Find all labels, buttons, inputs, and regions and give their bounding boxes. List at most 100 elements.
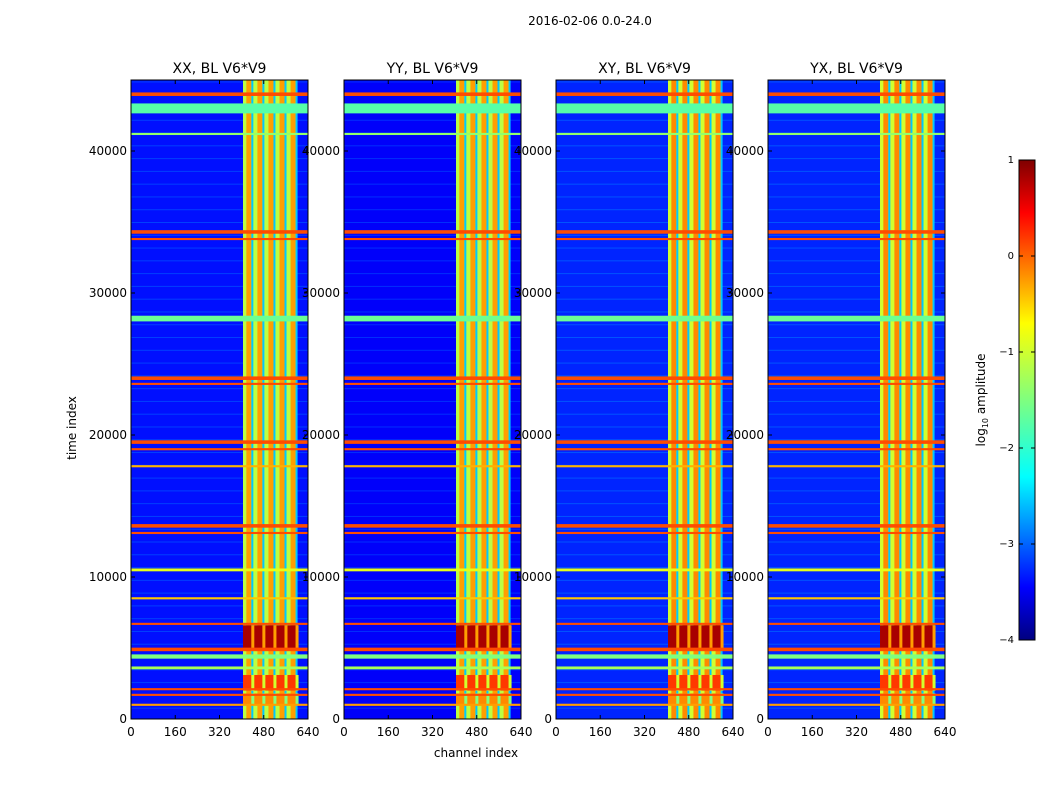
signal-channel-gap xyxy=(295,80,298,719)
signal-channel-stripe xyxy=(693,80,699,719)
flagged-time-row xyxy=(131,132,308,136)
noise-stripe xyxy=(556,170,733,172)
flagged-time-row xyxy=(131,237,308,241)
y-tick-label: 10000 xyxy=(89,570,127,584)
flagged-time-row xyxy=(768,597,945,600)
signal-channel-gap xyxy=(486,80,489,719)
signal-channel-gap xyxy=(698,80,701,719)
x-tick-label: 480 xyxy=(677,725,700,739)
rfi-band xyxy=(243,674,297,691)
colorbar-tick-label: 1 xyxy=(1008,155,1014,166)
noise-stripe xyxy=(768,222,945,223)
noise-stripe xyxy=(768,349,945,351)
rfi-band-gap xyxy=(698,693,702,705)
flagged-time-row xyxy=(556,448,733,451)
rfi-band-gap xyxy=(921,625,925,648)
noise-stripe xyxy=(768,196,945,198)
flagged-time-row xyxy=(131,666,308,670)
y-tick-label: 10000 xyxy=(726,570,764,584)
noise-stripe xyxy=(131,579,308,581)
rfi-band-gap xyxy=(687,693,691,705)
noise-stripe xyxy=(768,630,945,632)
rfi-band-gap xyxy=(888,693,892,705)
flagged-time-row xyxy=(344,465,521,468)
flagged-time-row xyxy=(344,382,521,385)
flagged-time-row xyxy=(344,448,521,451)
noise-stripe xyxy=(768,400,945,402)
noise-stripe xyxy=(131,426,308,428)
y-tick-label: 0 xyxy=(119,712,127,726)
noise-stripe xyxy=(556,605,733,607)
x-tick-label: 640 xyxy=(722,725,745,739)
flagged-time-row xyxy=(344,132,521,136)
flagged-time-row xyxy=(556,597,733,600)
noise-stripe xyxy=(556,298,733,300)
noise-stripe xyxy=(344,515,521,517)
flagged-time-row xyxy=(344,622,521,625)
flagged-time-row xyxy=(344,103,521,114)
rfi-band-gap xyxy=(910,693,914,705)
rfi-band-gap xyxy=(295,693,299,705)
noise-stripe xyxy=(768,234,945,236)
noise-stripe xyxy=(768,579,945,581)
signal-channel-gap xyxy=(899,80,902,719)
noise-stripe xyxy=(768,490,945,492)
y-tick-label: 30000 xyxy=(726,286,764,300)
noise-stripe xyxy=(131,298,308,300)
noise-stripe xyxy=(768,337,945,339)
y-tick-label: 40000 xyxy=(514,144,552,158)
noise-stripe xyxy=(131,541,308,543)
flagged-time-row xyxy=(768,465,945,468)
rfi-band-gap xyxy=(899,693,903,705)
noise-stripe xyxy=(344,388,521,390)
y-tick-label: 0 xyxy=(332,712,340,726)
noise-stripe xyxy=(131,567,308,569)
noise-stripe xyxy=(131,119,308,121)
flagged-time-row xyxy=(768,440,945,444)
flagged-time-row xyxy=(768,568,945,572)
flagged-time-row xyxy=(768,647,945,652)
rfi-band-gap xyxy=(464,674,468,691)
y-tick-label: 10000 xyxy=(514,570,552,584)
flagged-time-row xyxy=(556,382,733,385)
noise-stripe xyxy=(556,618,733,620)
rfi-band-gap xyxy=(899,674,903,691)
colorbar-label: log10 amplitude xyxy=(974,354,990,447)
panel-1: YY, BL V6*V9 0 160 320 480 640 0 10000 20000 3000… xyxy=(302,61,533,739)
noise-stripe xyxy=(344,285,521,287)
noise-stripe xyxy=(768,298,945,300)
noise-stripe xyxy=(344,605,521,607)
noise-stripe xyxy=(768,311,945,313)
flagged-time-row xyxy=(556,92,733,96)
noise-stripe xyxy=(556,669,733,671)
noise-stripe xyxy=(344,554,521,556)
rfi-band-gap xyxy=(687,625,691,648)
flagged-time-row xyxy=(131,448,308,451)
rfi-band-gap xyxy=(932,674,936,691)
x-tick-label: 0 xyxy=(127,725,135,739)
noise-stripe xyxy=(344,579,521,581)
flagged-time-row xyxy=(556,568,733,572)
noise-stripe xyxy=(344,592,521,594)
flagged-time-row xyxy=(768,666,945,670)
flagged-time-row xyxy=(768,376,945,380)
rfi-band-gap xyxy=(676,693,680,705)
noise-stripe xyxy=(344,682,521,684)
noise-stripe xyxy=(131,388,308,390)
signal-channel-gap xyxy=(464,80,467,719)
noise-stripe xyxy=(344,707,521,709)
flagged-time-row xyxy=(768,132,945,136)
noise-stripe xyxy=(344,260,521,262)
x-tick-label: 640 xyxy=(297,725,320,739)
flagged-time-row xyxy=(344,654,521,659)
noise-stripe xyxy=(556,260,733,262)
rfi-band-gap xyxy=(475,693,479,705)
rfi-band-gap xyxy=(910,625,914,648)
noise-stripe xyxy=(131,196,308,198)
rfi-band-gap xyxy=(486,674,490,691)
flagged-time-row xyxy=(344,376,521,380)
rfi-band xyxy=(880,693,934,705)
rfi-band-gap xyxy=(709,625,713,648)
noise-stripe xyxy=(556,119,733,121)
noise-stripe xyxy=(768,682,945,684)
